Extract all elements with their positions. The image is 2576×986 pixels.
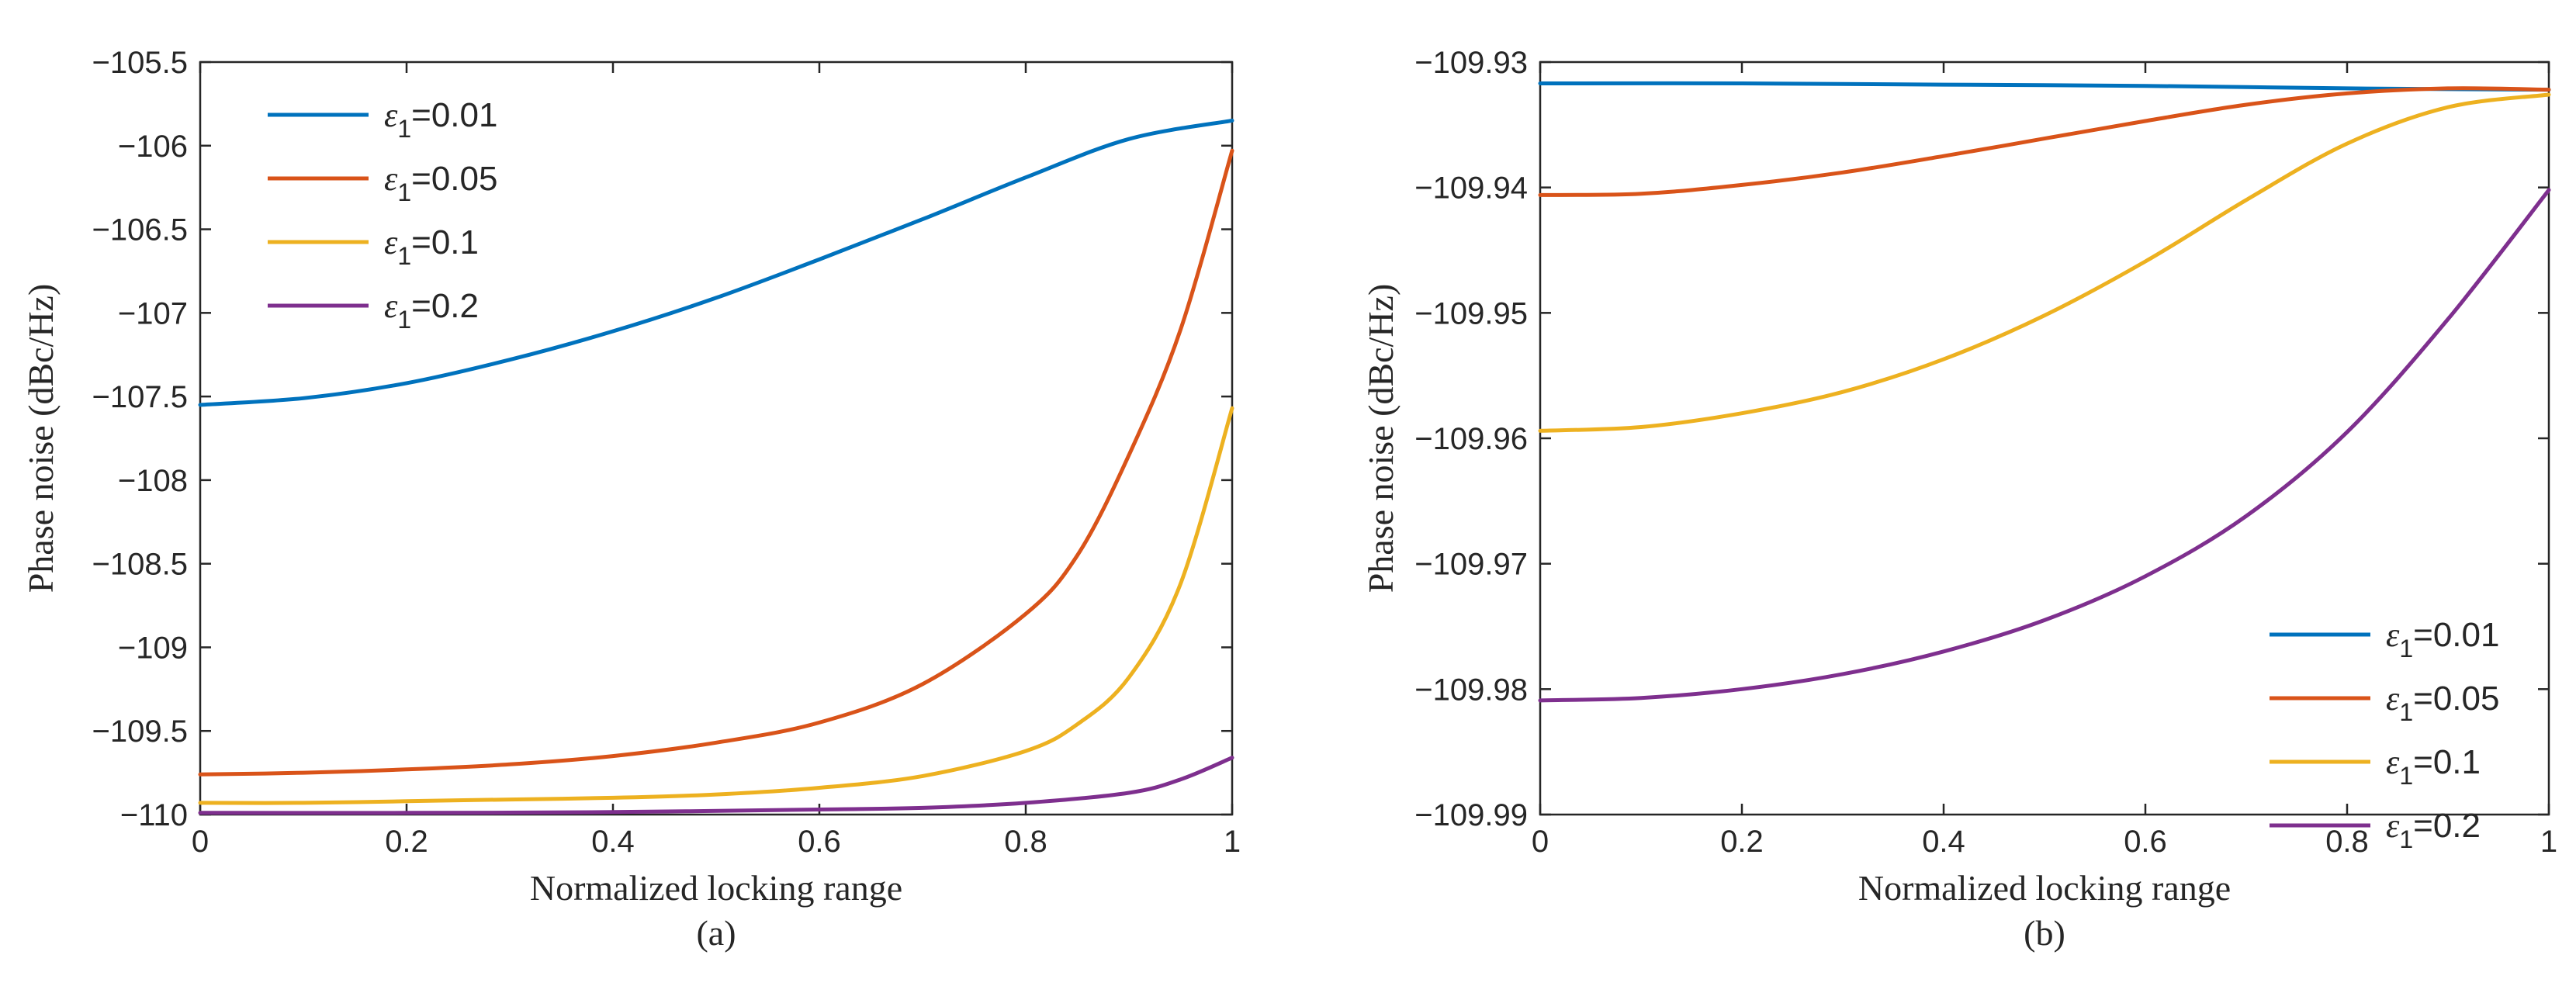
legend-subscript: 1 <box>2399 762 2413 790</box>
y-tick-label: −109.97 <box>1414 548 1528 582</box>
legend-label-1: ε1=0.05 <box>2386 680 2499 726</box>
legend-label-1: ε1=0.05 <box>384 160 497 206</box>
legend-subscript: 1 <box>397 115 411 143</box>
legend-epsilon: ε <box>384 223 398 261</box>
x-tick-label: 0.4 <box>591 825 635 859</box>
x-tick-label: 0 <box>192 825 209 859</box>
legend-label-2: ε1=0.1 <box>384 223 479 270</box>
plot-area-box <box>199 61 1234 816</box>
legend-value: =0.05 <box>2413 680 2499 718</box>
y-tick-label: −106 <box>118 130 188 164</box>
y-axis-label: Phase noise (dBc/Hz) <box>21 284 61 593</box>
y-tick-label: −105.5 <box>92 46 188 80</box>
y-tick-label: −109.5 <box>92 714 188 749</box>
y-tick-label: −109.94 <box>1414 171 1528 206</box>
legend-value: =0.01 <box>2413 616 2499 654</box>
legend-subscript: 1 <box>397 178 411 206</box>
x-tick-label: 0.8 <box>1004 825 1047 859</box>
series-line-3 <box>1538 188 2551 703</box>
figure-caption: (a) <box>696 913 736 953</box>
panel-b-chart: 0 0.2 0.4 0.6 0.8 1 −109.99 −109.98 −109.97 −109.… <box>1361 46 2557 953</box>
legend-subscript: 1 <box>2399 825 2413 853</box>
series-line-3 <box>198 756 1234 815</box>
x-tick-label: 1 <box>1224 825 1241 859</box>
legend-subscript: 1 <box>397 242 411 270</box>
y-tick-label: −107.5 <box>92 380 188 414</box>
panel-a-chart: 0 0.2 0.4 0.6 0.8 1 −110 −109.5 −109 −108.5 −108 −1… <box>21 46 1241 953</box>
series-line-2 <box>1538 92 2551 433</box>
x-axis-label: Normalized locking range <box>530 868 902 908</box>
y-tick-label: −106.5 <box>92 213 188 247</box>
y-tick-label: −109.96 <box>1414 422 1528 456</box>
series-line-1 <box>198 148 1234 777</box>
y-tick-label: −109.95 <box>1414 296 1528 330</box>
y-tick-label: −109.93 <box>1414 46 1528 80</box>
figure-caption: (b) <box>2024 913 2065 953</box>
legend-label-0: ε1=0.01 <box>384 96 497 143</box>
legend-epsilon: ε <box>384 287 398 325</box>
x-tick-label: 0 <box>1532 825 1549 859</box>
y-tick-label: −109.98 <box>1414 673 1528 707</box>
legend-value: =0.01 <box>411 96 497 134</box>
legend-epsilon: ε <box>384 96 398 134</box>
legend-epsilon: ε <box>2386 807 2400 845</box>
legend-epsilon: ε <box>2386 616 2400 654</box>
y-axis-label: Phase noise (dBc/Hz) <box>1361 284 1401 593</box>
legend-epsilon: ε <box>2386 680 2400 718</box>
legend-subscript: 1 <box>397 306 411 334</box>
x-tick-label: 0.8 <box>2325 825 2369 859</box>
y-tick-label: −107 <box>118 296 188 330</box>
legend-label-3: ε1=0.2 <box>384 287 479 334</box>
x-tick-label: 0.4 <box>1922 825 1965 859</box>
legend-subscript: 1 <box>2399 698 2413 726</box>
legend-value: =0.2 <box>2413 807 2481 845</box>
x-tick-label: 0.2 <box>385 825 428 859</box>
series-line-2 <box>198 406 1234 805</box>
legend-epsilon: ε <box>384 160 398 198</box>
y-tick-label: −108 <box>118 464 188 498</box>
y-tick-label: −108.5 <box>92 548 188 582</box>
series-line-1 <box>1538 86 2551 197</box>
legend-label-2: ε1=0.1 <box>2386 743 2481 790</box>
x-tick-label: 0.2 <box>1720 825 1764 859</box>
x-tick-label: 0.6 <box>2124 825 2167 859</box>
y-tick-label: −109 <box>118 631 188 665</box>
legend-value: =0.1 <box>411 223 479 261</box>
x-tick-label: 1 <box>2540 825 2557 859</box>
y-tick-label: −110 <box>120 798 188 832</box>
legend-label-3: ε1=0.2 <box>2386 807 2481 853</box>
series-line-0 <box>1538 81 2551 92</box>
x-axis-label: Normalized locking range <box>1858 868 2231 908</box>
legend-epsilon: ε <box>2386 743 2400 781</box>
legend-value: =0.1 <box>2413 743 2481 781</box>
series-line-0 <box>198 118 1234 407</box>
legend-subscript: 1 <box>2399 635 2413 663</box>
legend-label-0: ε1=0.01 <box>2386 616 2499 663</box>
x-tick-label: 0.6 <box>798 825 841 859</box>
y-tick-label: −109.99 <box>1414 798 1528 832</box>
legend-value: =0.05 <box>411 160 497 198</box>
legend-value: =0.2 <box>411 287 479 325</box>
